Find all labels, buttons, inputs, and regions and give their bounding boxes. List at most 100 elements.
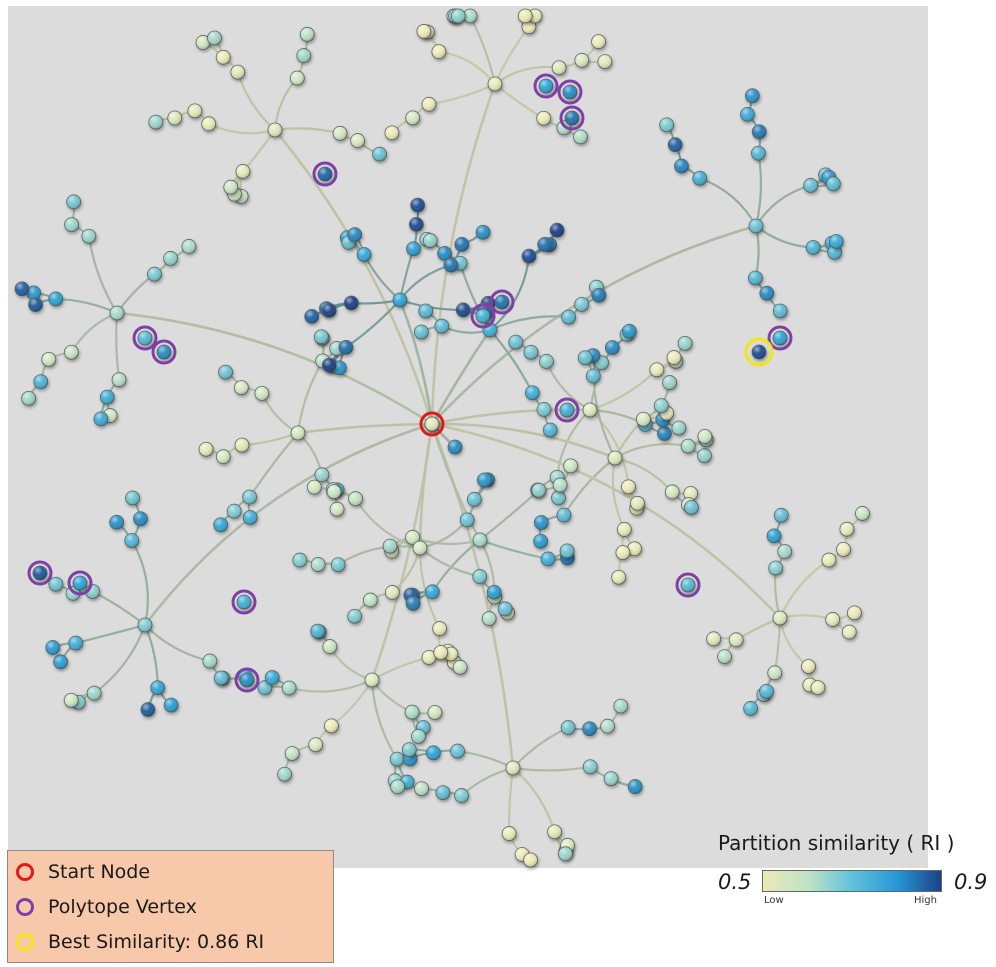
graph-node[interactable] (382, 538, 398, 554)
graph-node[interactable] (299, 26, 315, 42)
graph-node[interactable] (627, 541, 642, 557)
graph-node[interactable] (404, 704, 420, 720)
graph-node[interactable] (431, 44, 447, 60)
graph-node[interactable] (508, 334, 524, 350)
graph-node[interactable] (45, 640, 61, 655)
graph-node[interactable] (181, 239, 197, 254)
graph-node[interactable] (582, 721, 597, 737)
graph-node[interactable] (434, 318, 450, 334)
graph-node[interactable] (801, 659, 816, 674)
graph-node[interactable] (613, 698, 629, 714)
graph-node[interactable] (401, 742, 417, 758)
graph-node[interactable] (472, 532, 488, 548)
graph-node[interactable] (577, 350, 593, 366)
vertex-node[interactable] (538, 78, 554, 94)
graph-node[interactable] (561, 309, 577, 325)
graph-node[interactable] (207, 30, 222, 46)
graph-node[interactable] (421, 96, 437, 112)
graph-node[interactable] (432, 621, 448, 636)
graph-node[interactable] (501, 826, 517, 841)
graph-node[interactable] (33, 374, 49, 390)
graph-node[interactable] (671, 420, 687, 436)
graph-node[interactable] (674, 158, 689, 174)
graph-node[interactable] (549, 222, 565, 238)
graph-node[interactable] (213, 670, 229, 686)
graph-node[interactable] (137, 617, 153, 633)
graph-node[interactable] (728, 632, 744, 648)
graph-node[interactable] (551, 60, 567, 76)
graph-node[interactable] (362, 592, 378, 608)
graph-node[interactable] (332, 125, 348, 141)
graph-node[interactable] (93, 411, 109, 427)
graph-node[interactable] (684, 500, 699, 515)
vertex-node[interactable] (317, 166, 333, 182)
graph-node[interactable] (226, 503, 242, 519)
graph-node[interactable] (582, 759, 598, 775)
graph-node[interactable] (772, 610, 788, 626)
graph-node[interactable] (443, 257, 459, 273)
graph-node[interactable] (28, 297, 43, 313)
graph-node[interactable] (308, 737, 324, 753)
graph-node[interactable] (627, 779, 643, 794)
graph-node[interactable] (41, 351, 57, 367)
graph-node[interactable] (680, 438, 696, 454)
graph-node[interactable] (405, 596, 421, 611)
graph-node[interactable] (563, 458, 579, 474)
graph-node[interactable] (405, 529, 421, 545)
start-node-marker[interactable] (424, 416, 440, 432)
graph-node[interactable] (150, 680, 166, 696)
graph-node[interactable] (63, 692, 79, 708)
graph-node[interactable] (452, 659, 468, 675)
graph-node[interactable] (636, 411, 651, 427)
graph-node[interactable] (825, 176, 841, 192)
graph-node[interactable] (326, 484, 342, 500)
vertex-node[interactable] (494, 294, 510, 310)
graph-node[interactable] (223, 179, 239, 195)
graph-node[interactable] (621, 323, 637, 339)
graph-node[interactable] (427, 705, 443, 720)
graph-node[interactable] (195, 35, 211, 50)
graph-node[interactable] (560, 720, 576, 735)
graph-node[interactable] (290, 425, 306, 441)
graph-node[interactable] (48, 576, 64, 592)
graph-node[interactable] (539, 354, 554, 369)
graph-node[interactable] (542, 422, 558, 438)
graph-node[interactable] (147, 266, 162, 282)
graph-node[interactable] (748, 218, 764, 234)
graph-node[interactable] (517, 8, 533, 24)
graph-node[interactable] (410, 197, 426, 213)
graph-node[interactable] (384, 125, 400, 141)
graph-node[interactable] (330, 557, 346, 573)
graph-node[interactable] (556, 507, 572, 523)
graph-node[interactable] (364, 672, 380, 688)
graph-node[interactable] (202, 653, 218, 669)
graph-node[interactable] (310, 557, 326, 572)
graph-node[interactable] (766, 528, 782, 544)
graph-node[interactable] (536, 402, 552, 417)
graph-node[interactable] (836, 541, 851, 557)
vertex-node[interactable] (475, 308, 491, 324)
graph-node[interactable] (321, 357, 337, 373)
graph-node[interactable] (111, 372, 127, 388)
graph-node[interactable] (81, 228, 97, 244)
graph-node[interactable] (630, 495, 645, 511)
graph-node[interactable] (389, 751, 405, 767)
graph-node[interactable] (523, 344, 539, 360)
graph-node[interactable] (242, 489, 258, 505)
graph-node[interactable] (68, 635, 84, 651)
graph-node[interactable] (772, 303, 788, 319)
graph-node[interactable] (740, 106, 755, 122)
graph-node[interactable] (582, 402, 598, 418)
graph-node[interactable] (267, 122, 283, 138)
graph-node[interactable] (26, 285, 42, 301)
graph-node[interactable] (777, 544, 793, 559)
graph-node[interactable] (63, 344, 79, 360)
graph-node[interactable] (574, 52, 590, 68)
graph-node[interactable] (48, 291, 64, 307)
graph-node[interactable] (462, 8, 478, 24)
graph-node[interactable] (277, 766, 293, 782)
graph-node[interactable] (536, 110, 552, 126)
graph-node[interactable] (324, 718, 339, 734)
graph-node[interactable] (505, 760, 521, 776)
graph-node[interactable] (264, 670, 280, 685)
